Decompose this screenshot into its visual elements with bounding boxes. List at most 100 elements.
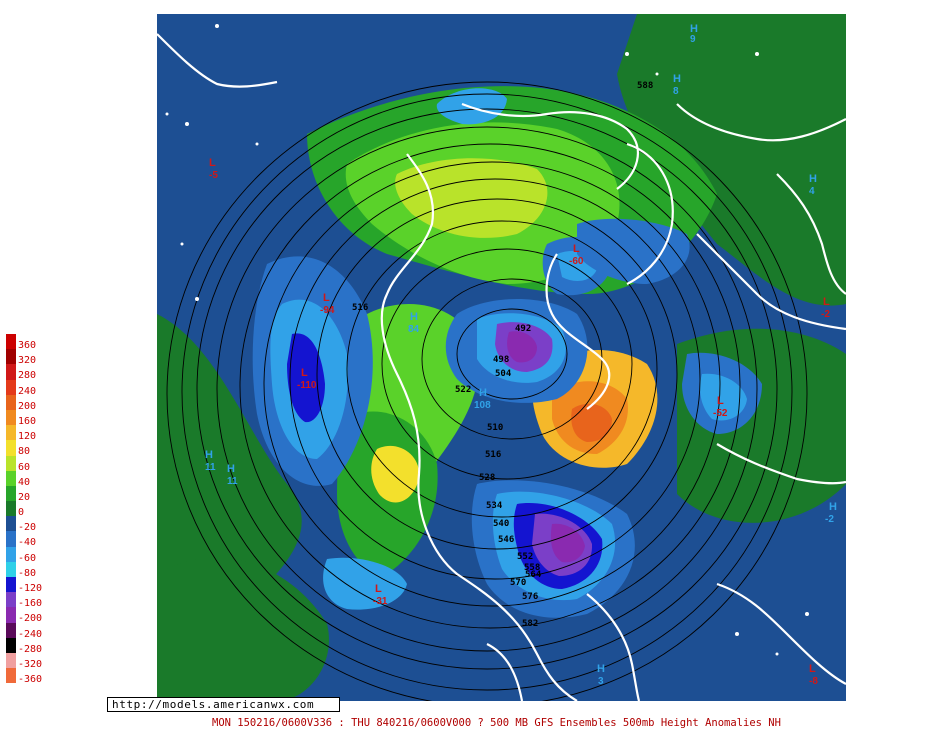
contour-label: 516 bbox=[485, 450, 501, 460]
legend-swatch bbox=[6, 409, 16, 426]
legend-entry: 40 bbox=[4, 470, 50, 488]
high-letter: H bbox=[227, 463, 235, 475]
high-center: H 3 bbox=[597, 663, 605, 687]
high-letter: H bbox=[479, 387, 487, 399]
legend-entry: -280 bbox=[4, 637, 50, 654]
legend-label: -120 bbox=[18, 583, 43, 594]
contour-label: 588 bbox=[637, 81, 653, 91]
contour-label: 576 bbox=[522, 592, 538, 602]
legend-label: 240 bbox=[18, 385, 37, 397]
contour-label: 552 bbox=[517, 552, 533, 562]
source-url: http://models.americanwx.com bbox=[107, 697, 340, 712]
anomaly-map: 588 516 492 498 504 522 510 516 528 534 … bbox=[157, 14, 846, 701]
contour-label: 558 bbox=[524, 563, 540, 573]
pressure-centers: H 9 H 8 H 4 H 11 H 11 bbox=[205, 23, 837, 687]
legend-swatch bbox=[6, 531, 16, 547]
high-value: 108 bbox=[474, 400, 491, 411]
legend-entry: -20 bbox=[4, 516, 50, 534]
legend-entry: 200 bbox=[4, 394, 50, 411]
legend-swatch bbox=[6, 516, 16, 532]
high-center: H -2 bbox=[825, 501, 837, 525]
legend-swatch bbox=[6, 485, 16, 502]
anomaly-map-svg: 588 516 492 498 504 522 510 516 528 534 … bbox=[157, 14, 846, 701]
high-letter: H bbox=[829, 501, 837, 513]
legend-swatch bbox=[6, 546, 16, 562]
low-center: L -52 bbox=[713, 395, 728, 419]
legend-label: 40 bbox=[18, 476, 31, 488]
legend-entry: -80 bbox=[4, 561, 50, 578]
legend-entry: -360 bbox=[4, 668, 50, 686]
contour-label: 564 bbox=[525, 570, 542, 580]
low-letter: L bbox=[809, 663, 816, 675]
high-letter: H bbox=[597, 663, 605, 675]
low-value: -31 bbox=[373, 596, 388, 607]
legend-entry: 20 bbox=[4, 485, 50, 503]
legend-label: -360 bbox=[18, 674, 43, 686]
high-value: 11 bbox=[205, 462, 216, 473]
legend-entry: 120 bbox=[4, 425, 50, 442]
legend-label: -60 bbox=[18, 552, 37, 564]
low-center: L -5 bbox=[209, 157, 218, 181]
contour-label: 492 bbox=[515, 324, 531, 334]
legend-swatch bbox=[6, 561, 16, 577]
low-value: -94 bbox=[320, 305, 335, 316]
high-value: 8 bbox=[673, 86, 679, 97]
legend-label: -320 bbox=[18, 658, 43, 670]
legend-swatch bbox=[6, 607, 16, 623]
legend-label: 320 bbox=[18, 355, 37, 367]
high-value: -2 bbox=[825, 514, 834, 525]
high-center: H 4 bbox=[809, 173, 817, 197]
legend-swatch bbox=[6, 455, 16, 471]
legend-entry: 60 bbox=[4, 455, 50, 473]
legend-swatch bbox=[6, 349, 16, 365]
contour-label: 516 bbox=[352, 303, 368, 313]
low-value: -110 bbox=[297, 380, 317, 391]
color-legend: 360 320 280 240 200 160 120 80 60 40 20 0 -20 -40 -60-… bbox=[4, 334, 50, 686]
high-value: 4 bbox=[809, 186, 815, 197]
legend-entry: 280 bbox=[4, 364, 50, 381]
legend-entry: -240 bbox=[4, 622, 50, 640]
legend-label: 80 bbox=[18, 446, 31, 458]
low-value: -2 bbox=[821, 309, 830, 320]
low-value: -60 bbox=[569, 256, 584, 267]
legend-swatch bbox=[6, 440, 16, 456]
legend-swatch bbox=[6, 637, 16, 653]
high-center: H 8 bbox=[673, 73, 681, 97]
low-center: L -110 bbox=[297, 367, 317, 391]
low-letter: L bbox=[375, 583, 382, 595]
contour-label: 510 bbox=[487, 423, 503, 433]
contour-label: 534 bbox=[486, 501, 503, 511]
legend-swatch bbox=[6, 425, 16, 441]
contour-label: 522 bbox=[455, 385, 471, 395]
contour-label: 540 bbox=[493, 519, 509, 529]
legend-label: 160 bbox=[18, 415, 37, 427]
legend-entry: 360 bbox=[4, 334, 50, 351]
low-letter: L bbox=[823, 296, 830, 308]
legend-label: 20 bbox=[18, 491, 31, 503]
low-letter: L bbox=[573, 243, 580, 255]
legend-label: -20 bbox=[18, 522, 37, 534]
legend-label: -200 bbox=[18, 613, 43, 625]
high-value: 9 bbox=[690, 34, 696, 45]
legend-label: 0 bbox=[18, 507, 25, 519]
high-letter: H bbox=[205, 449, 213, 461]
legend-swatch bbox=[6, 577, 16, 593]
high-letter: H bbox=[690, 23, 698, 35]
high-center: H 11 bbox=[205, 449, 216, 473]
high-value: 3 bbox=[598, 676, 604, 687]
legend-label: -240 bbox=[18, 628, 43, 640]
low-center: L -94 bbox=[320, 292, 335, 316]
low-letter: L bbox=[323, 292, 330, 304]
legend-label: -160 bbox=[18, 598, 43, 610]
legend-swatch bbox=[6, 622, 16, 638]
low-value: -5 bbox=[209, 170, 218, 181]
legend-entry: 0 bbox=[4, 501, 50, 519]
legend-entry: 160 bbox=[4, 409, 50, 427]
legend-label: 60 bbox=[18, 461, 31, 473]
contour-label: 528 bbox=[479, 473, 495, 483]
high-center: H 108 bbox=[474, 387, 491, 411]
legend-entry: 80 bbox=[4, 440, 50, 458]
legend-entry: 240 bbox=[4, 379, 50, 397]
chart-caption: MON 150216/0600V336 : THU 840216/0600V00… bbox=[212, 717, 781, 729]
low-letter: L bbox=[209, 157, 216, 169]
